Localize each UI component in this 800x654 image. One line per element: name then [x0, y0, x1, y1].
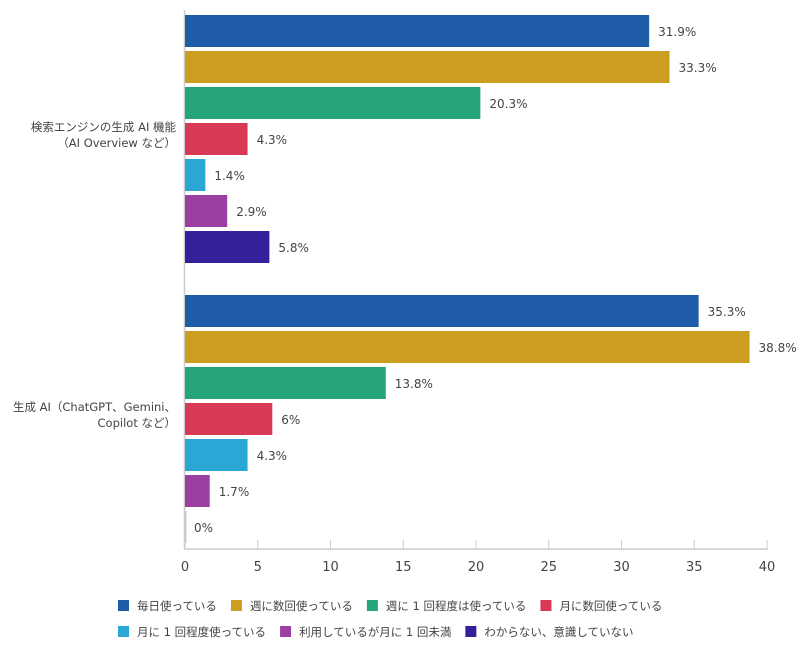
- x-tick-label: 5: [254, 560, 262, 575]
- bar: [185, 231, 270, 263]
- legend-label: 月に数回使っている: [559, 599, 662, 613]
- bar: [185, 87, 481, 119]
- legend-swatch: [280, 626, 292, 637]
- data-label: 5.8%: [278, 241, 309, 255]
- legend-swatch: [230, 600, 242, 611]
- bar: [185, 475, 210, 507]
- legend-label: 利用しているが月に 1 回未満: [299, 625, 451, 639]
- data-label: 4.3%: [257, 449, 288, 463]
- bar: [185, 15, 650, 47]
- legend-label: 毎日使っている: [137, 599, 217, 613]
- bar: [185, 123, 248, 155]
- category-label: 生成 AI（ChatGPT、Gemini、: [13, 400, 176, 414]
- bar: [185, 331, 750, 363]
- data-label: 13.8%: [395, 377, 433, 391]
- legend-label: 月に 1 回程度使っている: [137, 625, 266, 639]
- data-label: 2.9%: [236, 205, 267, 219]
- legend-swatch: [118, 600, 129, 611]
- bar: [185, 195, 228, 227]
- bar: [185, 295, 699, 327]
- x-tick-label: 10: [322, 560, 339, 575]
- legend-swatch: [118, 626, 129, 637]
- data-label: 4.3%: [257, 133, 288, 147]
- category-label: Copilot など）: [98, 416, 176, 430]
- data-label: 0%: [194, 521, 213, 535]
- x-tick-label: 40: [759, 560, 776, 575]
- x-tick-label: 15: [395, 560, 412, 575]
- x-tick-label: 25: [540, 560, 557, 575]
- data-label: 38.8%: [759, 341, 797, 355]
- legend-label: わからない、意識していない: [484, 625, 633, 639]
- data-label: 31.9%: [658, 25, 696, 39]
- bar: [185, 367, 386, 399]
- data-label: 33.3%: [679, 61, 717, 75]
- data-label: 1.7%: [219, 485, 250, 499]
- x-tick-label: 0: [181, 560, 189, 575]
- bar: [185, 403, 273, 435]
- data-label: 1.4%: [214, 169, 245, 183]
- bar: [185, 439, 248, 471]
- legend-swatch: [540, 600, 552, 611]
- legend-swatch: [465, 626, 477, 637]
- legend-swatch: [366, 600, 378, 611]
- x-tick-label: 20: [468, 560, 485, 575]
- bar: [185, 51, 670, 83]
- data-label: 6%: [281, 413, 300, 427]
- legend-label: 週に数回使っている: [250, 599, 353, 613]
- data-label: 35.3%: [708, 305, 746, 319]
- legend-label: 週に 1 回程度は使っている: [386, 599, 527, 613]
- bar: [185, 511, 187, 543]
- bar: [185, 159, 206, 191]
- x-tick-label: 35: [686, 560, 703, 575]
- category-label: （AI Overview など）: [57, 136, 176, 150]
- x-tick-label: 30: [613, 560, 630, 575]
- category-label: 検索エンジンの生成 AI 機能: [31, 120, 177, 134]
- data-label: 20.3%: [489, 97, 527, 111]
